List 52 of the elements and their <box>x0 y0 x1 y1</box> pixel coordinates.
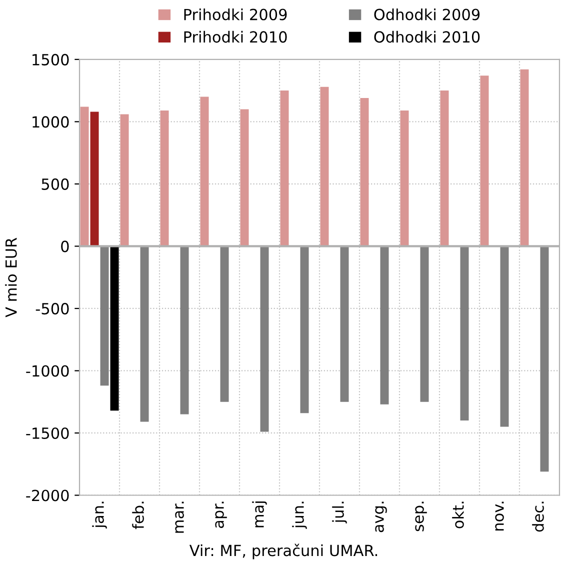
bar <box>280 90 289 246</box>
bar <box>540 246 549 472</box>
x-tick-label: feb. <box>132 502 144 530</box>
x-tick-label: apr. <box>215 502 227 528</box>
x-tick-label: jan. <box>92 502 107 529</box>
bar <box>340 246 349 402</box>
bar <box>160 110 169 246</box>
bar <box>180 246 189 414</box>
bar <box>100 246 109 386</box>
bar <box>200 96 209 246</box>
bar <box>500 246 509 427</box>
x-tick-label: maj <box>252 502 267 528</box>
bar <box>260 246 269 432</box>
y-tick-label: -2000 <box>26 490 69 502</box>
x-tick-label: jul. <box>332 502 347 524</box>
x-tick-label: dec. <box>532 502 544 532</box>
x-tick-label: avg. <box>375 502 387 532</box>
bar <box>80 106 89 246</box>
y-axis-title: V mio EUR <box>5 238 17 318</box>
legend-label: Odhodki 2009 <box>374 8 480 20</box>
legend-label: Odhodki 2010 <box>374 30 480 43</box>
legend-label: Prihodki 2010 <box>184 30 287 43</box>
bar <box>440 90 449 246</box>
bar <box>240 109 249 246</box>
bar <box>300 246 309 414</box>
y-tick-label: -500 <box>36 302 69 314</box>
bar <box>520 69 529 246</box>
x-tick-label: sep. <box>415 502 427 532</box>
y-tick-label: 500 <box>42 178 69 190</box>
x-tick-label: jun. <box>292 502 307 529</box>
x-tick-label: okt. <box>452 502 464 528</box>
legend-label: Prihodki 2009 <box>184 8 287 20</box>
x-tick-label: mar. <box>175 502 184 533</box>
bar <box>90 112 99 246</box>
y-tick-label: -1500 <box>26 427 69 440</box>
x-tick-label: nov. <box>495 502 504 530</box>
bar <box>380 246 389 404</box>
y-tick-label: 0 <box>61 240 69 252</box>
text: Vir: MF, preračuni UMAR. <box>189 544 378 560</box>
bar <box>400 110 409 246</box>
bar <box>320 86 329 246</box>
bar <box>220 246 229 402</box>
bar <box>420 246 429 402</box>
y-tick-label: 1000 <box>32 116 69 128</box>
bar <box>460 246 469 421</box>
y-tick-label: 1500 <box>32 54 69 66</box>
bar <box>120 114 129 246</box>
bar <box>110 246 119 411</box>
bar <box>480 76 489 246</box>
bar <box>360 98 369 246</box>
bar <box>140 246 149 422</box>
y-tick-label: -1000 <box>26 365 69 377</box>
